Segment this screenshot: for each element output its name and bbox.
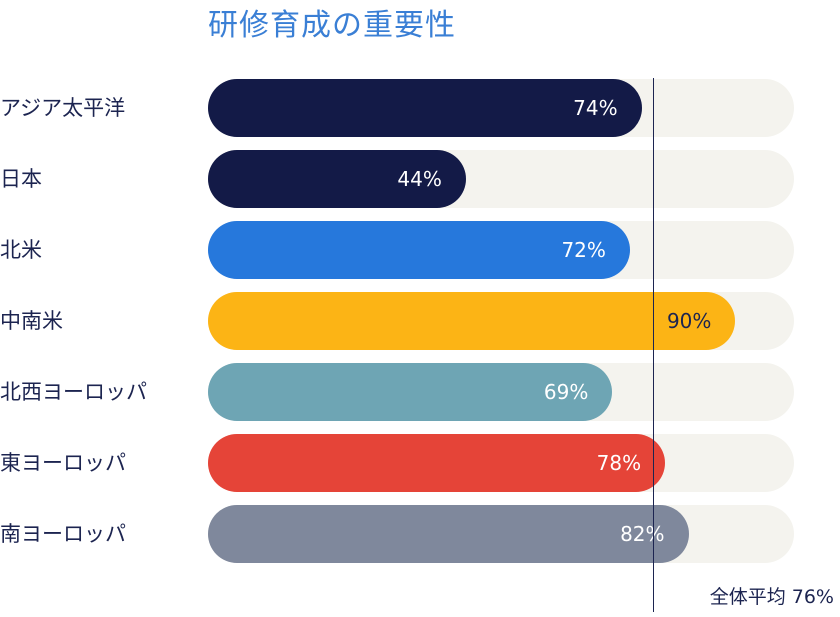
bar-value-label: 78% [596, 451, 642, 475]
bar-track: 44% [208, 150, 794, 208]
bar-value-label: 44% [397, 167, 442, 191]
category-label: 日本 [0, 167, 42, 191]
bar: 78% [208, 434, 666, 492]
bar: 90% [208, 292, 736, 350]
average-reference-line [653, 78, 655, 612]
bar-row: 南ヨーロッパ 82% [0, 505, 840, 563]
bar-row: 中南米 90% [0, 292, 840, 350]
bar-track: 90% [208, 292, 794, 350]
bar-row: 日本 44% [0, 150, 840, 208]
bar-value-label: 74% [573, 96, 618, 120]
average-label: 全体平均 76% [709, 586, 834, 608]
bar-value-label: 69% [543, 380, 589, 404]
category-label: 北西ヨーロッパ [0, 380, 147, 404]
category-label: 南ヨーロッパ [0, 522, 126, 546]
bar-row: 北西ヨーロッパ 69% [0, 363, 840, 421]
bar: 44% [208, 150, 466, 208]
category-label: アジア太平洋 [0, 96, 126, 120]
bar-track: 82% [208, 505, 794, 563]
bar-row: アジア太平洋 74% [0, 79, 840, 137]
bar-row: 北米 72% [0, 221, 840, 279]
category-label: 中南米 [0, 309, 63, 333]
bar-row: 東ヨーロッパ 78% [0, 434, 840, 492]
bar: 69% [208, 363, 613, 421]
bar: 82% [208, 505, 689, 563]
category-label: 東ヨーロッパ [0, 451, 126, 475]
bar: 74% [208, 79, 642, 137]
bar-value-label: 82% [620, 522, 665, 546]
bar-track: 78% [208, 434, 794, 492]
bar-track: 74% [208, 79, 794, 137]
chart-title: 研修育成の重要性 [208, 8, 456, 43]
bar-track: 72% [208, 221, 794, 279]
category-label: 北米 [0, 238, 42, 262]
bar-track: 69% [208, 363, 794, 421]
bar-value-label: 90% [666, 309, 712, 333]
bar: 72% [208, 221, 630, 279]
bar-value-label: 72% [561, 238, 606, 262]
